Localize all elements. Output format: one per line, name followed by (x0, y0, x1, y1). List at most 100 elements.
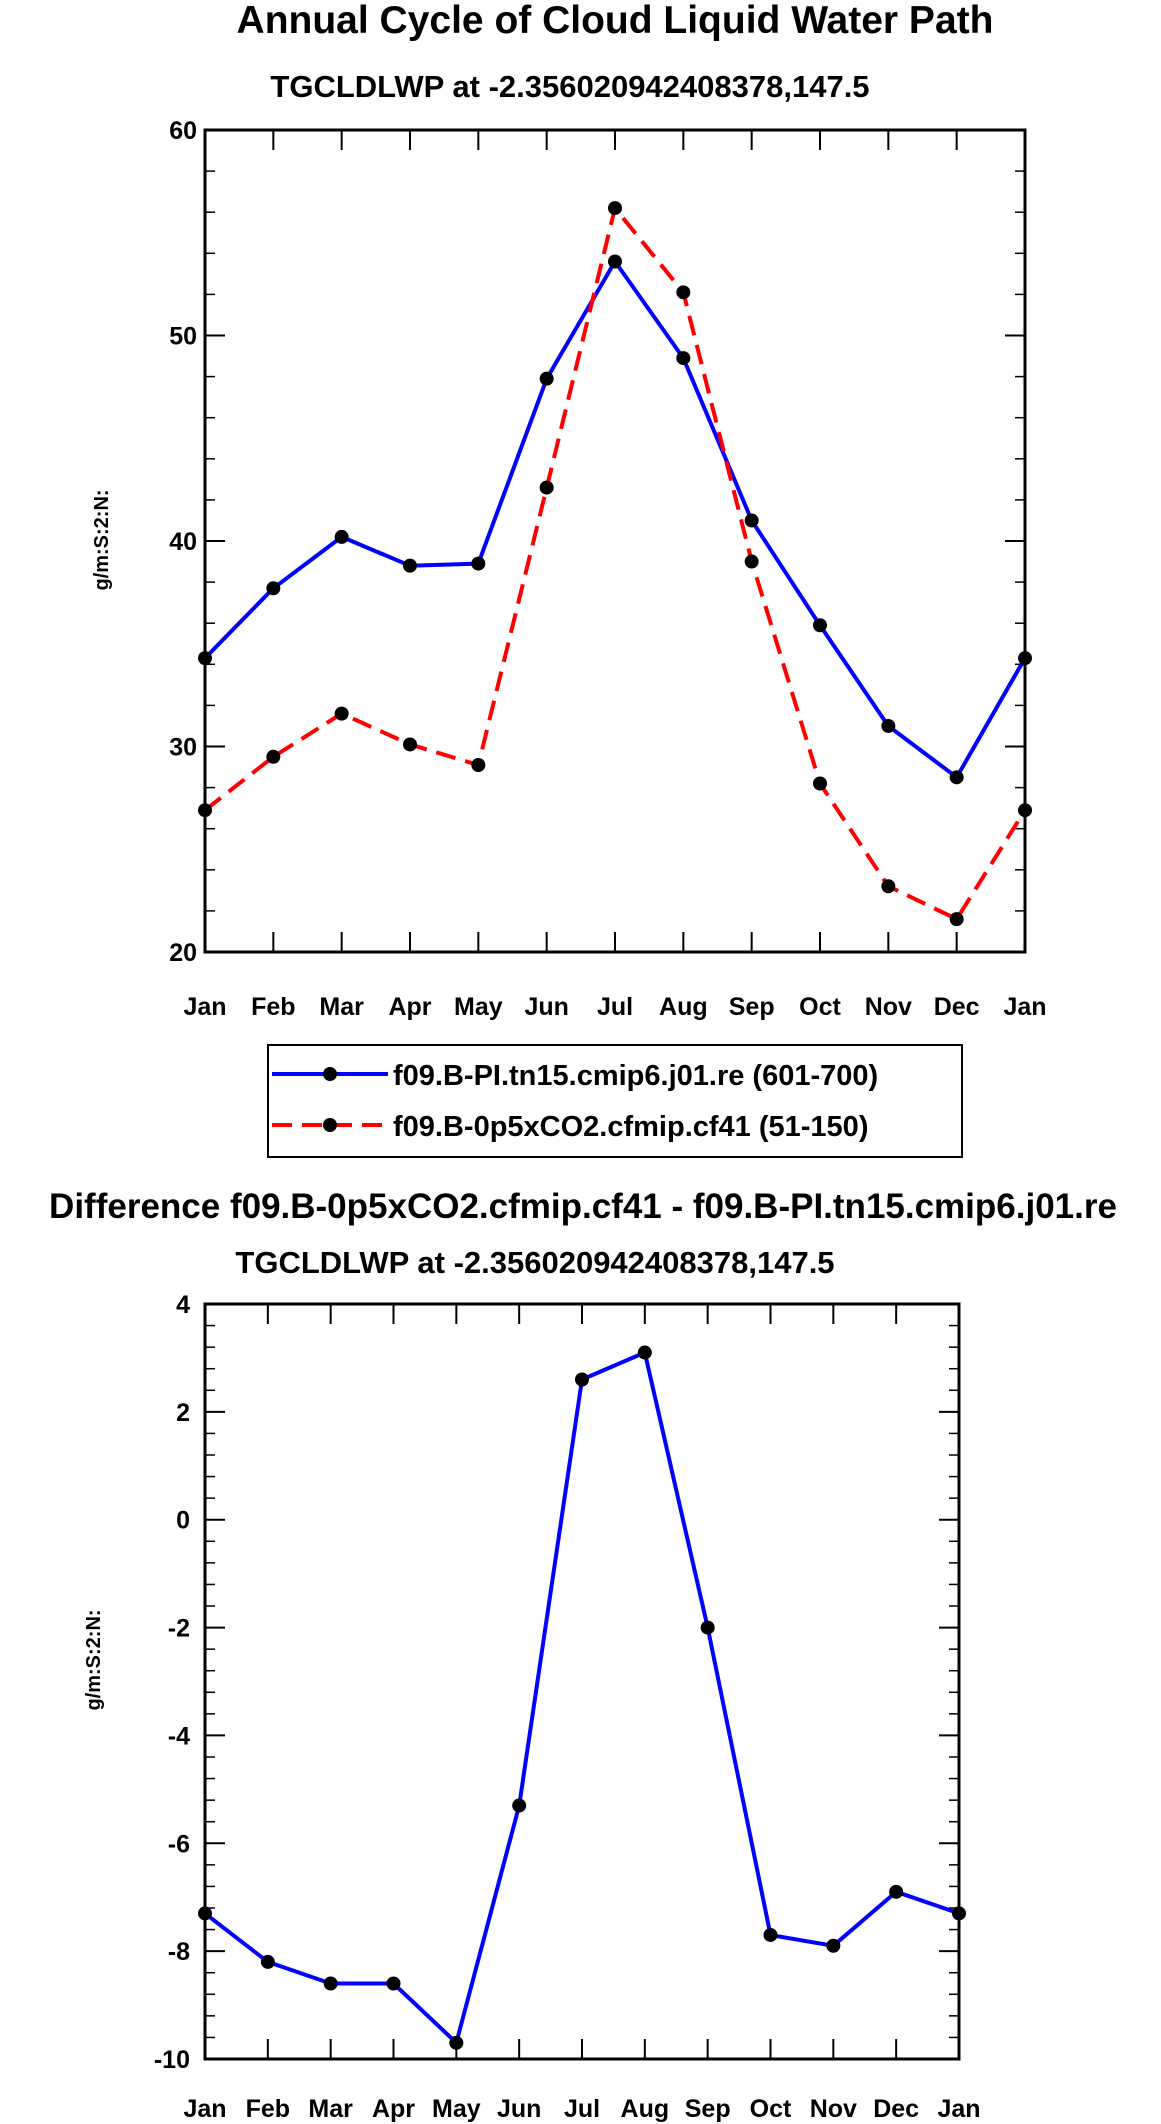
top-series-1-point (266, 581, 281, 596)
top-series-1-point (949, 770, 964, 785)
top-series-2-point (608, 201, 622, 216)
bot-x-tick-label: Sep (685, 2095, 731, 2123)
top-x-tick-label: Jul (597, 993, 633, 1021)
bot-x-tick-label: Aug (621, 2095, 670, 2123)
top-x-tick-label: Jun (524, 993, 568, 1021)
bot-y-tick-label: -8 (168, 1938, 190, 1966)
top-series-2-point (403, 737, 417, 752)
top-x-tick-label: Oct (799, 993, 841, 1021)
bot-series-1-point (952, 1906, 966, 1921)
bottom-chart-title: Difference f09.B-0p5xCO2.cfmip.cf41 - f0… (49, 1187, 1117, 1226)
chart-top: Annual Cycle of Cloud Liquid Water Path … (91, 0, 1047, 1021)
bot-x-tick-label: Oct (750, 2095, 792, 2123)
bot-y-tick-label: 4 (176, 1291, 190, 1319)
bottom-plot-frame (203, 1302, 961, 2061)
bot-y-tick-label: -2 (168, 1615, 190, 1643)
top-x-tick-label: May (454, 993, 503, 1021)
top-x-tick-label: Aug (659, 993, 708, 1021)
bot-series-1-point (826, 1938, 841, 1953)
bot-series-1-point (512, 1798, 527, 1813)
top-series-1-point (334, 529, 349, 544)
legend-label-series-2: f09.B-0p5xCO2.cfmip.cf41 (51-150) (393, 1111, 868, 1143)
bottom-series-group (198, 1345, 966, 2050)
bot-x-tick-label: Apr (372, 2095, 415, 2123)
bot-series-1-point (700, 1620, 715, 1635)
top-series-1-point (471, 556, 486, 571)
top-x-tick-label: Jan (183, 993, 226, 1021)
top-series-2-point (266, 749, 281, 764)
bot-y-tick-label: -6 (168, 1830, 190, 1858)
bot-series-1-point (763, 1927, 778, 1942)
top-series-2-point (881, 879, 896, 894)
top-x-tick-label: Jan (1003, 993, 1046, 1021)
bottom-chart-subtitle: TGCLDLWP at -2.356020942408378,147.5 (235, 1245, 834, 1280)
top-series-2-point (198, 803, 212, 818)
legend-box (267, 1044, 963, 1158)
bottom-axis-ticks (204, 1303, 960, 2060)
top-series-2-point (1018, 803, 1032, 818)
top-series-1-point (403, 558, 417, 573)
top-axis-ticks (204, 129, 1026, 953)
top-series-1-point (881, 718, 896, 733)
top-series-1-point (198, 651, 212, 666)
bot-y-tick-label: 2 (176, 1399, 190, 1427)
top-x-tick-label: Feb (251, 993, 295, 1021)
top-x-tick-label: Dec (934, 993, 980, 1021)
top-series-2-point (334, 706, 349, 721)
top-y-tick-labels: 20 30 40 50 60 (169, 117, 197, 967)
bottom-y-tick-labels: -10 -8 -6 -4 -2 0 2 4 (154, 1291, 190, 2074)
bot-x-tick-label: Dec (873, 2095, 919, 2123)
top-series-line-1 (203, 259, 1027, 780)
bot-x-tick-label: Jan (937, 2095, 980, 2123)
top-chart-title: Annual Cycle of Cloud Liquid Water Path (237, 0, 994, 42)
top-series-2-point (676, 285, 691, 300)
top-series-1-point (676, 351, 691, 366)
top-series-1-point (1018, 651, 1032, 666)
bot-x-tick-label: May (432, 2095, 481, 2123)
top-y-tick-label: 60 (169, 117, 197, 145)
bottom-x-tick-labels: Jan Feb Mar Apr May Jun Jul Aug Sep Oct Nov Dec Jan (183, 2095, 980, 2123)
bot-x-tick-label: Mar (308, 2095, 353, 2123)
legend-label-series-1: f09.B-PI.tn15.cmip6.j01.re (601-700) (393, 1060, 878, 1092)
bot-series-1-point (323, 1976, 338, 1991)
top-y-tick-label: 40 (169, 528, 197, 556)
bot-series-1-point (198, 1906, 212, 1921)
bot-series-line-1 (203, 1350, 960, 2045)
bot-x-tick-label: Jun (497, 2095, 541, 2123)
top-series-1-point (608, 254, 622, 269)
bot-series-1-point (386, 1976, 401, 1991)
bot-y-tick-label: -10 (154, 2046, 190, 2074)
chart-bottom: Difference f09.B-0p5xCO2.cfmip.cf41 - f0… (49, 1187, 1117, 2123)
top-series-2-point (949, 912, 964, 927)
top-y-tick-label: 30 (169, 734, 197, 762)
bot-x-tick-label: Jan (183, 2095, 226, 2123)
top-chart-subtitle: TGCLDLWP at -2.356020942408378,147.5 (270, 69, 869, 104)
bot-y-tick-label: 0 (176, 1507, 190, 1535)
top-x-tick-labels: Jan Feb Mar Apr May Jun Jul Aug Sep Oct Nov Dec Jan (183, 993, 1046, 1021)
top-series-line-2 (203, 206, 1027, 922)
top-series-1-point (744, 513, 759, 528)
top-series-1-point (539, 371, 554, 386)
top-series-1-point (813, 618, 827, 633)
legend-marker-series-1 (323, 1067, 337, 1081)
top-plot-frame (203, 128, 1027, 954)
bot-series-1-point (449, 2035, 464, 2050)
top-series-group (198, 201, 1032, 927)
top-y-axis-title: g/m:S:2:N: (91, 489, 113, 590)
top-series-2-point (744, 554, 759, 569)
top-series-2-point (539, 480, 554, 495)
bot-series-1-point (889, 1884, 904, 1899)
top-y-tick-label: 20 (169, 939, 197, 967)
bot-x-tick-label: Feb (246, 2095, 290, 2123)
top-series-2-point (813, 776, 827, 791)
legend-marker-series-2 (323, 1118, 337, 1132)
bot-y-tick-label: -4 (168, 1722, 190, 1750)
top-x-tick-label: Mar (319, 993, 364, 1021)
bot-series-1-point (637, 1345, 652, 1360)
top-y-tick-label: 50 (169, 323, 197, 351)
bot-x-tick-label: Nov (810, 2095, 857, 2123)
bot-series-1-point (575, 1372, 589, 1387)
top-x-tick-label: Apr (388, 993, 431, 1021)
top-x-tick-label: Nov (865, 993, 912, 1021)
